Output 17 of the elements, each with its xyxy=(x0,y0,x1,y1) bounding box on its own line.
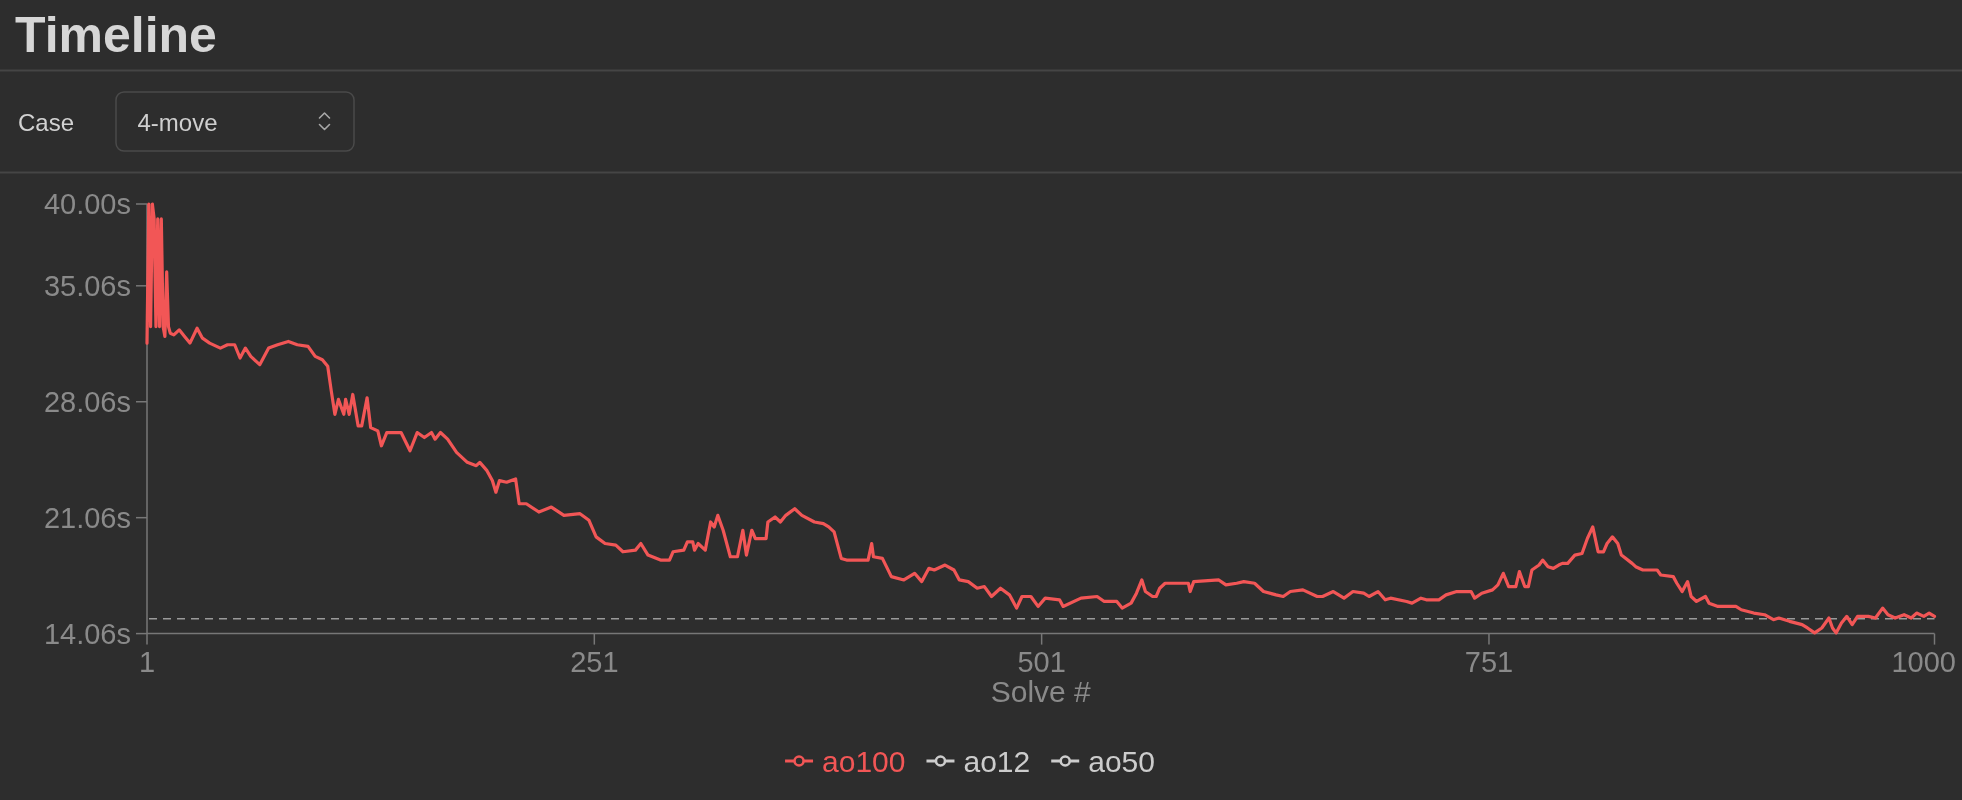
x-tick-label: 1 xyxy=(138,645,156,678)
x-tick-label: 1000 xyxy=(1891,645,1956,678)
y-tick-label: 21.06s xyxy=(43,501,131,534)
chart-title: Timeline xyxy=(15,7,217,63)
x-axis-title: Solve # xyxy=(990,675,1092,708)
text: Case xyxy=(18,109,75,136)
y-tick-label: 40.00s xyxy=(43,188,131,220)
x-tick-label: 501 xyxy=(1017,645,1066,678)
y-tick-label: 28.06s xyxy=(43,385,131,418)
x-tick-label: 251 xyxy=(570,645,619,678)
y-tick-label: 35.06s xyxy=(43,269,131,302)
y-tick-label: 14.06s xyxy=(43,617,131,650)
text: 4-move xyxy=(137,109,218,136)
legend-label: ao100 xyxy=(822,744,906,778)
legend-label: ao50 xyxy=(1088,744,1155,778)
x-tick-label: 751 xyxy=(1464,645,1514,678)
legend-label: ao12 xyxy=(963,744,1031,778)
